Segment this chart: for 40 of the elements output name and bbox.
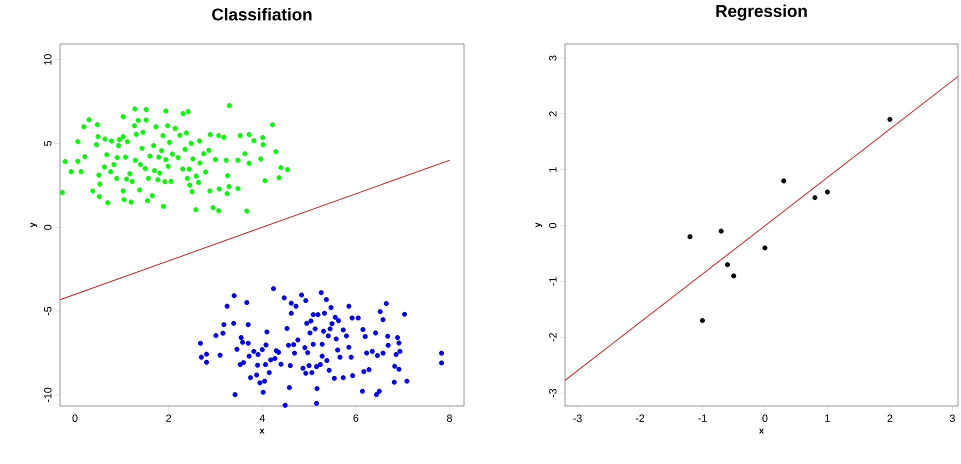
x-tick-label: 8	[447, 414, 452, 422]
point	[718, 228, 724, 234]
y-tick-label: -3	[549, 388, 556, 398]
y-tick-label: 0	[44, 224, 52, 230]
point	[812, 195, 818, 200]
x-axis-title: x	[759, 428, 764, 434]
point	[687, 234, 692, 240]
y-axis-title: y	[30, 222, 38, 228]
x-tick-label: -3	[573, 414, 582, 422]
y-tick-label: -5	[44, 306, 52, 316]
x-tick-label: 2	[888, 414, 892, 422]
y-tick-label: 5	[44, 140, 52, 146]
y-tick-label: 3	[549, 56, 556, 60]
x-tick-label: 3	[950, 414, 955, 422]
y-tick-label: 10	[44, 54, 52, 65]
x-tick-label: -1	[698, 414, 707, 422]
y-tick-label: -10	[44, 388, 52, 402]
x-tick-label: 0	[72, 414, 78, 422]
chart-title: Classifiation	[212, 8, 312, 21]
point	[762, 245, 768, 250]
x-tick-label: 1	[825, 414, 830, 422]
y-tick-label: 1	[549, 167, 556, 172]
chart-title: Regression	[716, 4, 807, 20]
y-tick-label: -1	[549, 277, 556, 286]
x-tick-label: 6	[353, 414, 358, 422]
point	[781, 178, 786, 184]
point	[824, 190, 830, 195]
y-tick-label: 2	[549, 111, 556, 116]
x-axis-title: x	[260, 428, 264, 434]
point	[724, 262, 730, 268]
y-tick-label: -2	[549, 333, 556, 342]
x-tick-label: 0	[762, 414, 768, 422]
x-tick-label: 4	[260, 414, 265, 422]
point	[731, 273, 736, 278]
x-tick-label: -2	[636, 414, 644, 422]
point	[700, 318, 705, 324]
x-tick-label: 2	[166, 414, 172, 422]
point	[887, 116, 892, 122]
y-tick-label: 0	[549, 223, 556, 228]
y-axis-title: y	[536, 222, 542, 228]
